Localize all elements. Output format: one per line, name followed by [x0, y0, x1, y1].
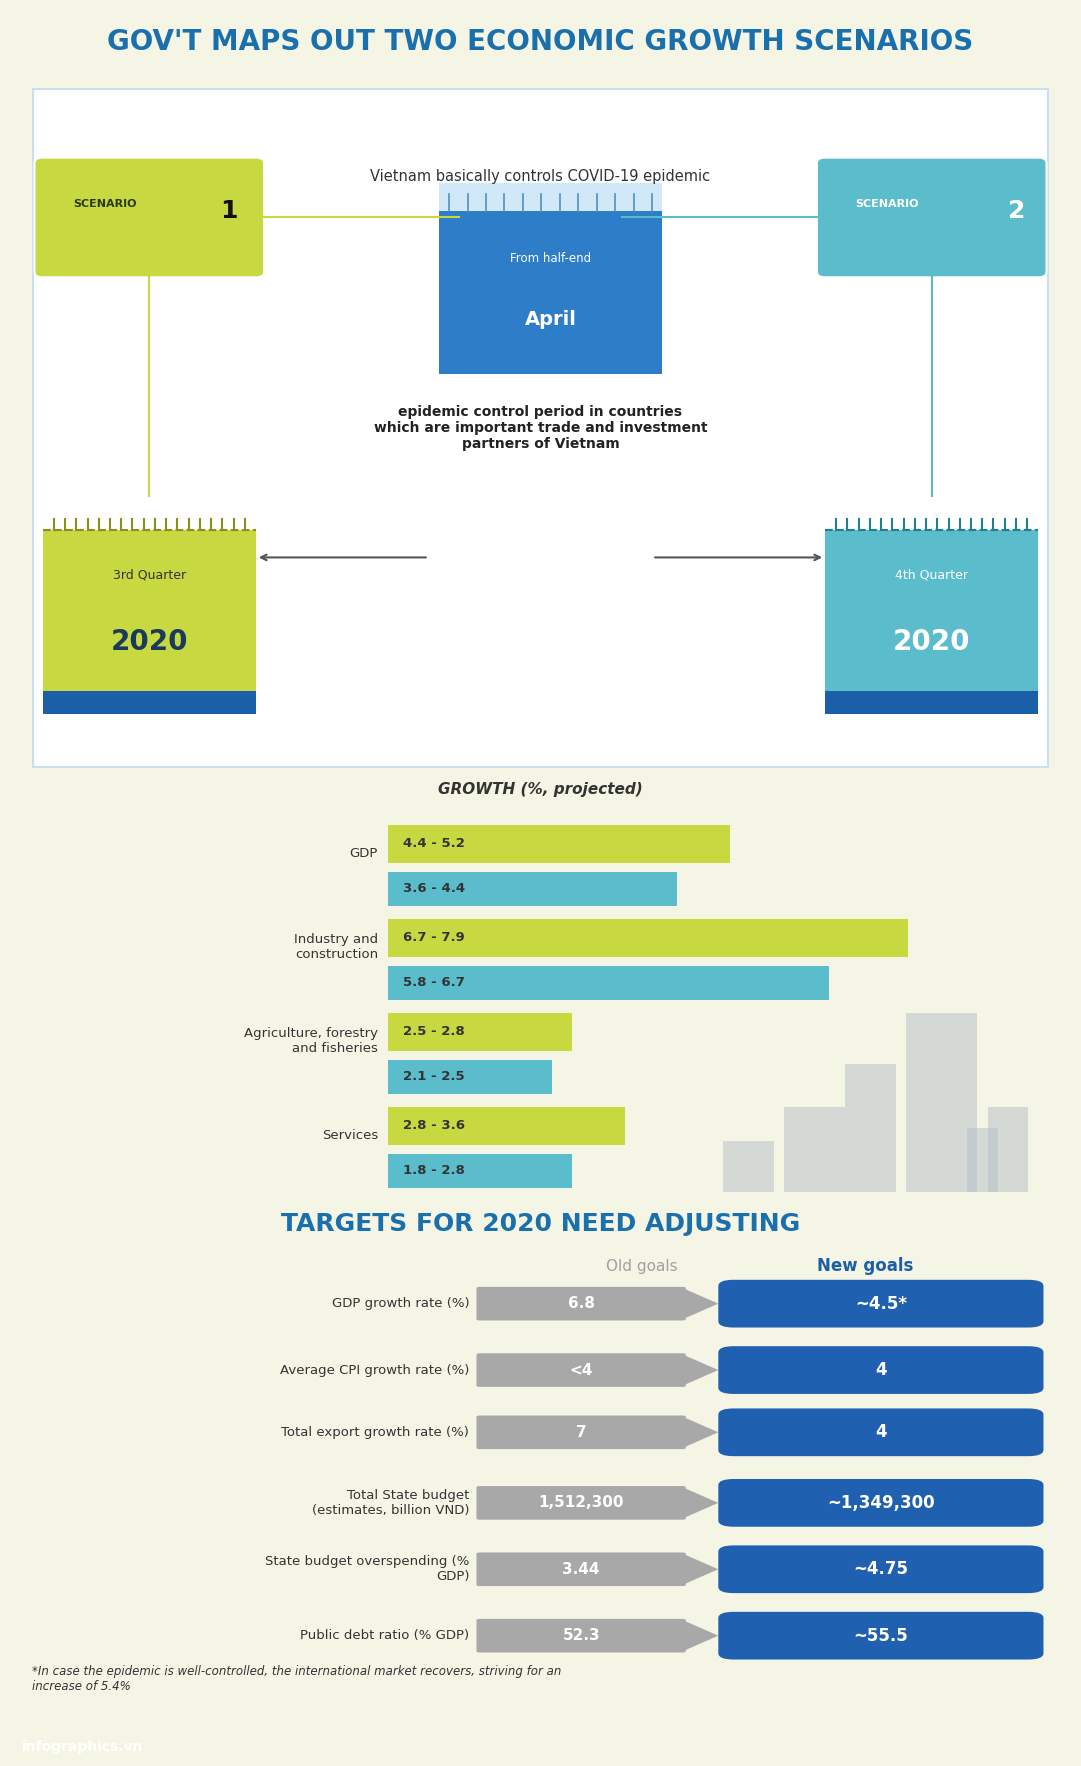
Text: GOV'T MAPS OUT TWO ECONOMIC GROWTH SCENARIOS: GOV'T MAPS OUT TWO ECONOMIC GROWTH SCENA… — [107, 28, 974, 57]
FancyBboxPatch shape — [825, 691, 1039, 713]
Text: From half-end: From half-end — [510, 253, 591, 265]
Text: 4th Quarter: 4th Quarter — [895, 569, 969, 581]
Text: infographics.vn: infographics.vn — [22, 1740, 143, 1754]
FancyBboxPatch shape — [477, 1353, 685, 1386]
FancyBboxPatch shape — [477, 1416, 685, 1450]
FancyBboxPatch shape — [825, 530, 1039, 713]
FancyBboxPatch shape — [718, 1409, 1043, 1457]
Text: ~1,349,300: ~1,349,300 — [827, 1494, 935, 1512]
Text: Total export growth rate (%): Total export growth rate (%) — [281, 1425, 469, 1439]
Text: *In case the epidemic is well-controlled, the international market recovers, str: *In case the epidemic is well-controlled… — [32, 1665, 562, 1694]
FancyBboxPatch shape — [388, 1012, 572, 1051]
FancyBboxPatch shape — [785, 1107, 845, 1192]
Polygon shape — [683, 1619, 718, 1651]
Polygon shape — [683, 1287, 718, 1319]
FancyBboxPatch shape — [388, 825, 730, 864]
FancyBboxPatch shape — [35, 157, 264, 277]
Text: ~4.5*: ~4.5* — [855, 1294, 907, 1312]
Text: 2.8 - 3.6: 2.8 - 3.6 — [403, 1120, 465, 1132]
Text: Industry and
construction: Industry and construction — [294, 934, 378, 961]
Text: 52.3: 52.3 — [562, 1628, 600, 1642]
Text: April: April — [524, 311, 576, 328]
Text: 4.4 - 5.2: 4.4 - 5.2 — [403, 837, 465, 849]
Text: GDP: GDP — [349, 848, 378, 860]
FancyBboxPatch shape — [988, 1107, 1028, 1192]
Text: 6.8: 6.8 — [568, 1296, 595, 1310]
FancyBboxPatch shape — [845, 1063, 896, 1192]
Text: Old goals: Old goals — [606, 1259, 678, 1273]
Text: TARGETS FOR 2020 NEED ADJUSTING: TARGETS FOR 2020 NEED ADJUSTING — [281, 1211, 800, 1236]
Text: Agriculture, forestry
and fisheries: Agriculture, forestry and fisheries — [244, 1028, 378, 1056]
Text: SCENARIO: SCENARIO — [855, 200, 919, 208]
FancyBboxPatch shape — [439, 210, 663, 374]
Text: Average CPI growth rate (%): Average CPI growth rate (%) — [280, 1363, 469, 1376]
FancyBboxPatch shape — [817, 157, 1046, 277]
Text: New goals: New goals — [817, 1257, 913, 1275]
Text: Services: Services — [322, 1128, 378, 1143]
Text: 6.7 - 7.9: 6.7 - 7.9 — [403, 931, 465, 945]
FancyBboxPatch shape — [477, 1552, 685, 1586]
Text: GROWTH (%, projected): GROWTH (%, projected) — [438, 782, 643, 796]
Text: 7: 7 — [576, 1425, 587, 1439]
FancyBboxPatch shape — [439, 184, 663, 210]
Text: 2.1 - 2.5: 2.1 - 2.5 — [403, 1070, 465, 1083]
FancyBboxPatch shape — [477, 1485, 685, 1521]
Text: 2: 2 — [1007, 200, 1025, 223]
Polygon shape — [683, 1355, 718, 1386]
Polygon shape — [683, 1554, 718, 1584]
FancyBboxPatch shape — [718, 1346, 1043, 1393]
FancyBboxPatch shape — [388, 1060, 552, 1093]
FancyBboxPatch shape — [723, 1141, 774, 1192]
Text: Vietnam basically controls COVID-19 epidemic: Vietnam basically controls COVID-19 epid… — [371, 170, 710, 184]
Text: 5.8 - 6.7: 5.8 - 6.7 — [403, 977, 465, 989]
FancyBboxPatch shape — [388, 918, 908, 957]
Polygon shape — [683, 1487, 718, 1519]
Text: 3.44: 3.44 — [562, 1561, 600, 1577]
Text: 1.8 - 2.8: 1.8 - 2.8 — [403, 1164, 465, 1178]
Text: 2020: 2020 — [110, 629, 188, 655]
Polygon shape — [683, 1416, 718, 1448]
Text: 1: 1 — [221, 200, 238, 223]
FancyBboxPatch shape — [388, 1107, 625, 1144]
Text: 4: 4 — [876, 1362, 886, 1379]
FancyBboxPatch shape — [42, 530, 256, 713]
Text: SCENARIO: SCENARIO — [74, 200, 136, 208]
FancyBboxPatch shape — [388, 1153, 572, 1189]
Text: Public debt ratio (% GDP): Public debt ratio (% GDP) — [301, 1630, 469, 1642]
Text: State budget overspending (%
GDP): State budget overspending (% GDP) — [265, 1556, 469, 1584]
FancyBboxPatch shape — [718, 1280, 1043, 1328]
FancyBboxPatch shape — [906, 1012, 977, 1192]
Text: ~4.75: ~4.75 — [853, 1561, 908, 1579]
FancyBboxPatch shape — [42, 691, 256, 713]
Text: <4: <4 — [570, 1363, 592, 1377]
FancyBboxPatch shape — [718, 1612, 1043, 1660]
FancyBboxPatch shape — [967, 1128, 998, 1192]
FancyBboxPatch shape — [32, 88, 1049, 768]
Text: 1,512,300: 1,512,300 — [538, 1496, 624, 1510]
Text: 3rd Quarter: 3rd Quarter — [112, 569, 186, 581]
FancyBboxPatch shape — [477, 1619, 685, 1653]
Text: GDP growth rate (%): GDP growth rate (%) — [332, 1298, 469, 1310]
Text: epidemic control period in countries
which are important trade and investment
pa: epidemic control period in countries whi… — [374, 404, 707, 452]
FancyBboxPatch shape — [718, 1545, 1043, 1593]
Text: ~55.5: ~55.5 — [854, 1626, 908, 1644]
Text: 2.5 - 2.8: 2.5 - 2.8 — [403, 1026, 465, 1038]
FancyBboxPatch shape — [388, 966, 829, 1000]
FancyBboxPatch shape — [477, 1287, 685, 1321]
FancyBboxPatch shape — [718, 1478, 1043, 1528]
Text: 2020: 2020 — [893, 629, 971, 655]
Text: 3.6 - 4.4: 3.6 - 4.4 — [403, 881, 466, 895]
Text: Total State budget
(estimates, billion VND): Total State budget (estimates, billion V… — [312, 1489, 469, 1517]
FancyBboxPatch shape — [388, 872, 678, 906]
Text: 4: 4 — [876, 1423, 886, 1441]
